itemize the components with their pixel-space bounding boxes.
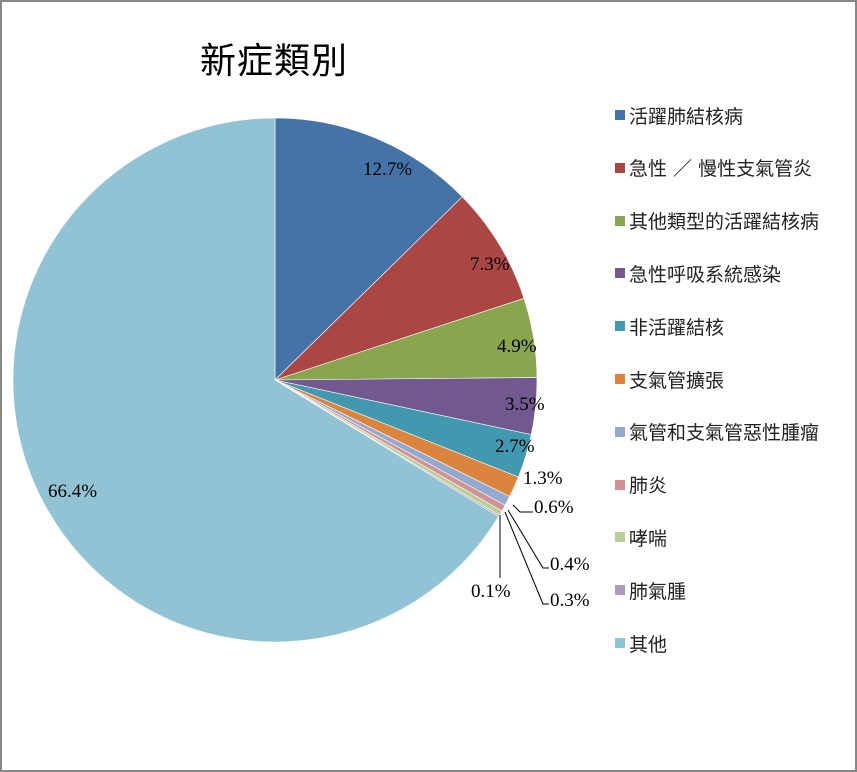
legend-label: 急性呼吸系統感染 <box>629 263 782 286</box>
pie-slice <box>12 117 499 643</box>
data-label: 0.3% <box>550 590 590 611</box>
legend-swatch-icon <box>615 321 625 332</box>
leader-line <box>507 509 549 569</box>
legend-label: 其他 <box>629 633 668 656</box>
legend-item: 肺炎 <box>615 470 667 500</box>
data-label: 7.3% <box>470 254 510 275</box>
legend-swatch-icon <box>615 532 625 543</box>
data-labels: 12.7% 7.3% 4.9% 3.5% 2.7% 1.3% 0.6% 0.4% 0.3% 0.1… <box>48 159 590 611</box>
legend-label: 哮喘 <box>629 527 668 550</box>
legend-item: 非活躍結核 <box>615 311 724 341</box>
leader-line <box>504 511 549 605</box>
legend-swatch-icon <box>615 110 625 120</box>
legend-item: 急性呼吸系統感染 <box>615 258 781 288</box>
data-label: 2.7% <box>495 436 535 457</box>
pie-slice <box>274 117 463 381</box>
data-label: 3.5% <box>505 394 545 415</box>
legend-swatch-icon <box>615 426 625 437</box>
legend-label: 急性 ／ 慢性支氣管炎 <box>629 158 813 181</box>
data-label: 66.4% <box>48 481 97 502</box>
legend-swatch-icon <box>615 374 625 384</box>
chart-title: 新症類別 <box>200 41 349 82</box>
legend-item: 其他類型的活躍結核病 <box>615 206 819 236</box>
leader-line <box>512 504 533 513</box>
legend-swatch-icon <box>615 585 625 596</box>
data-label: 0.1% <box>471 581 511 602</box>
legend-swatch-icon <box>615 268 625 279</box>
legend-label: 支氣管擴張 <box>629 369 725 392</box>
legend-swatch-icon <box>615 479 625 490</box>
legend-item: 急性 ／ 慢性支氣管炎 <box>615 153 812 183</box>
data-label: 0.4% <box>550 554 590 575</box>
legend-label: 氣管和支氣管惡性腫瘤 <box>629 422 820 445</box>
legend-label: 肺氣腫 <box>629 580 687 603</box>
pie-slices <box>12 117 538 643</box>
legend-item: 氣管和支氣管惡性腫瘤 <box>615 417 819 447</box>
legend-swatch-icon <box>615 162 625 173</box>
legend-item: 肺氣腫 <box>615 575 686 605</box>
legend-item: 哮喘 <box>615 522 667 552</box>
legend-swatch-icon <box>615 638 625 648</box>
data-label: 12.7% <box>363 159 412 180</box>
legend-item: 其他 <box>615 628 667 658</box>
pie-slice <box>274 196 525 381</box>
legend-label: 活躍肺結核病 <box>629 105 744 128</box>
legend-item: 支氣管擴張 <box>615 364 724 394</box>
legend-label: 其他類型的活躍結核病 <box>629 211 820 234</box>
data-label: 0.6% <box>534 497 574 518</box>
legend-label: 肺炎 <box>629 475 668 498</box>
data-label: 4.9% <box>497 336 537 357</box>
legend-label: 非活躍結核 <box>629 316 725 339</box>
legend-item: 活躍肺結核病 <box>615 100 743 130</box>
data-label: 1.3% <box>523 468 563 489</box>
leader-lines <box>499 504 549 605</box>
legend-swatch-icon <box>615 215 625 226</box>
